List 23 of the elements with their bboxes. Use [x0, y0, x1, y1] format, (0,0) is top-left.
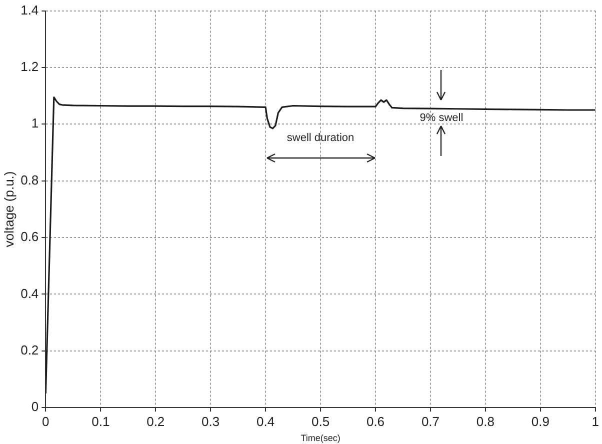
y-tick-label: 1.4: [20, 2, 39, 18]
y-axis-title: voltage (p.u.): [1, 171, 16, 248]
x-tick-label: 0.9: [531, 414, 550, 429]
y-tick-label: 0: [31, 399, 39, 414]
y-tick-label: 0.4: [20, 286, 39, 301]
y-tick-label: 0.6: [20, 229, 39, 244]
y-tick-label: 1: [31, 116, 39, 131]
x-axis-title: Time(sec): [300, 433, 340, 444]
y-tick-label: 1.2: [20, 59, 39, 74]
annotation: 9% swell: [420, 112, 464, 124]
annotation: swell duration: [286, 132, 354, 144]
x-tick-label: 0.4: [256, 414, 275, 429]
x-tick-label: 0.6: [366, 414, 385, 429]
x-tick-label: 0: [42, 414, 50, 429]
x-tick-label: 0.7: [421, 414, 440, 429]
x-tick-label: 0.5: [311, 414, 330, 429]
x-tick-label: 1: [592, 414, 599, 429]
y-tick-label: 0.8: [20, 172, 39, 188]
x-tick-label: 0.2: [146, 414, 165, 429]
x-tick-label: 0.8: [476, 414, 494, 429]
y-tick-label: 0.2: [20, 342, 39, 358]
x-tick-label: 0.3: [202, 414, 220, 429]
x-tick-label: 0.1: [92, 414, 110, 429]
